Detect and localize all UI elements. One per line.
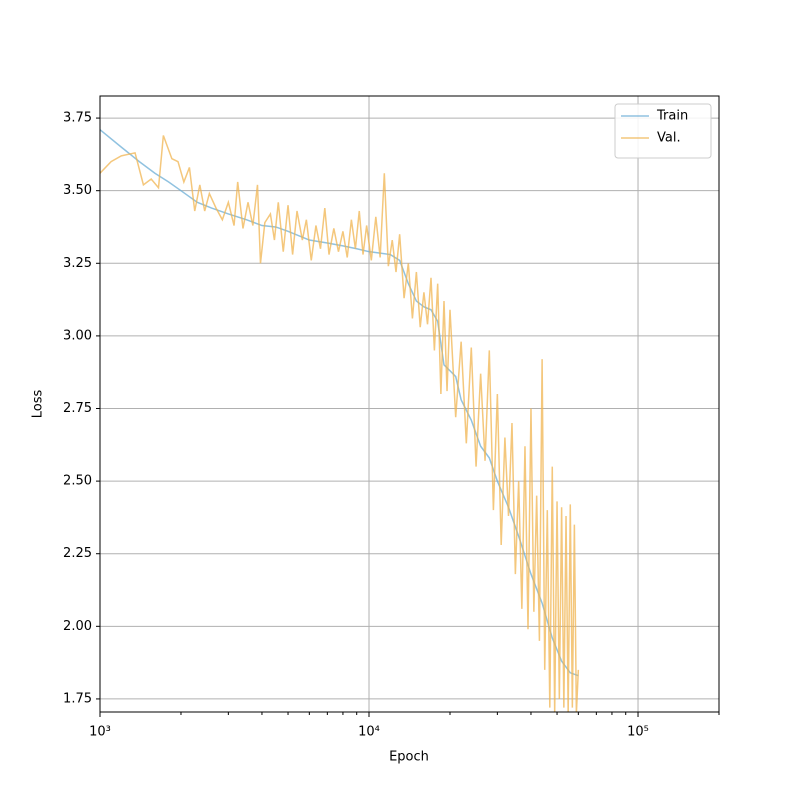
- plot-area: [100, 129, 580, 712]
- y-tick-label: 3.50: [63, 183, 92, 198]
- axes-frame: [99, 95, 720, 713]
- x-tick-label: 10⁵: [627, 725, 649, 740]
- line-series: [100, 129, 579, 677]
- y-tick-label: 2.50: [63, 474, 92, 489]
- x-tick-label: 10⁴: [358, 725, 380, 740]
- y-tick-label: 3.75: [63, 111, 92, 126]
- y-axis-label: Loss: [31, 390, 46, 419]
- x-tick-label: 10³: [89, 725, 111, 740]
- y-tick-label: 2.75: [63, 401, 92, 416]
- y-tick-label: 1.75: [63, 691, 92, 706]
- legend-label: Train: [656, 109, 688, 124]
- line-series: [100, 135, 580, 712]
- y-tick-label: 2.25: [63, 546, 92, 561]
- y-tick-label: 2.00: [63, 619, 92, 634]
- legend-label: Val.: [657, 131, 681, 146]
- x-axis-label: Epoch: [389, 750, 429, 765]
- y-tick-label: 3.25: [63, 256, 92, 271]
- y-tick-label: 3.00: [63, 328, 92, 343]
- legend-box: [614, 103, 712, 159]
